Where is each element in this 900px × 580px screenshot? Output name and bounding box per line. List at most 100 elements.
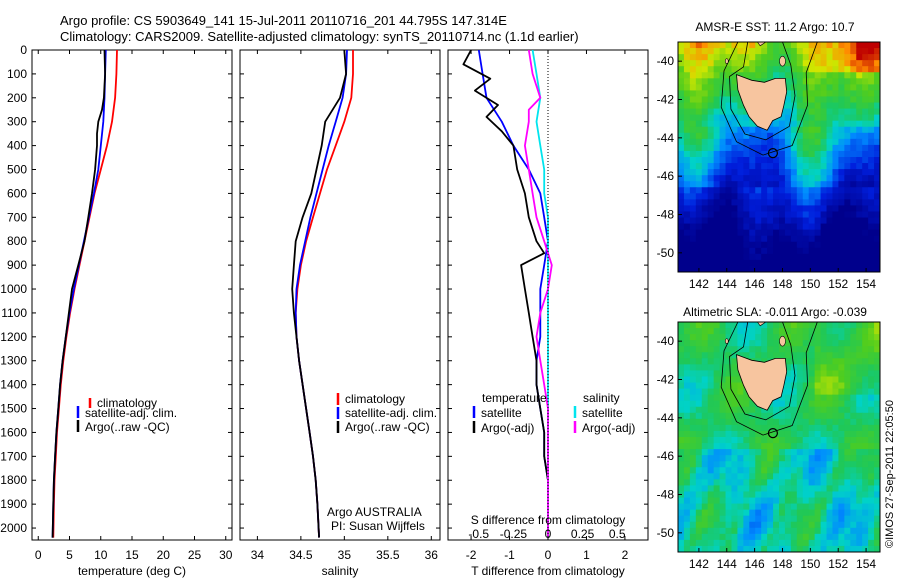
- map-cell: [737, 66, 744, 73]
- map-cell: [856, 84, 863, 92]
- map-cell: [802, 358, 810, 365]
- map-cell: [826, 42, 834, 49]
- map-cell: [814, 443, 822, 450]
- map-cell: [874, 467, 880, 474]
- map-cell: [683, 388, 691, 396]
- map-cell: [784, 473, 792, 480]
- map-cell: [808, 108, 816, 116]
- map-cell: [868, 48, 875, 55]
- map-cell: [725, 449, 733, 456]
- map-cell: [695, 247, 703, 255]
- map-cell: [820, 328, 828, 335]
- map-cell: [838, 96, 845, 104]
- map-cell: [683, 72, 691, 79]
- map-cell: [701, 503, 709, 511]
- map-cell: [737, 382, 744, 390]
- map-cell: [743, 66, 750, 73]
- map-cell: [683, 144, 691, 152]
- map-cell: [862, 521, 869, 529]
- map-cell: [820, 437, 828, 444]
- map-cell: [701, 199, 709, 207]
- map-cell: [784, 265, 792, 272]
- map-cell: [874, 163, 880, 170]
- map-cell: [832, 199, 840, 207]
- map-cell: [773, 539, 780, 547]
- map-cell: [796, 449, 804, 456]
- map-cell: [838, 322, 845, 329]
- map-cell: [796, 193, 804, 200]
- map-cell: [826, 533, 834, 541]
- map-cell: [701, 126, 709, 134]
- map-cell: [844, 352, 851, 359]
- map-cell: [767, 491, 774, 499]
- map-cell: [838, 443, 845, 450]
- map-cell: [683, 132, 691, 140]
- map-cell: [689, 229, 697, 237]
- map-cell: [707, 412, 715, 420]
- map-cell: [773, 479, 780, 487]
- map-cell: [719, 467, 727, 474]
- map-cell: [695, 497, 703, 505]
- map-cell: [856, 102, 863, 110]
- map-cell: [695, 157, 703, 164]
- map-cell: [838, 211, 845, 219]
- map-cell: [862, 144, 869, 152]
- map-cell: [731, 84, 739, 92]
- map-cell: [844, 120, 851, 128]
- map-cell: [713, 102, 721, 110]
- map-cell: [773, 412, 780, 420]
- map-cell: [844, 48, 851, 55]
- map-cell: [838, 376, 845, 384]
- map-cell: [701, 449, 709, 456]
- map-cell: [695, 187, 703, 194]
- map-cell: [868, 455, 875, 462]
- map-cell: [701, 223, 709, 231]
- map-cell: [737, 322, 744, 329]
- map-cell: [802, 346, 810, 353]
- map-cell: [862, 437, 869, 444]
- map-cell: [701, 144, 709, 152]
- map-cell: [761, 181, 768, 188]
- legend-s-argo-label: Argo(-adj): [582, 421, 635, 435]
- map-cell: [731, 521, 739, 529]
- map-cell: [814, 199, 822, 207]
- map-cell: [701, 265, 709, 272]
- map-cell: [695, 430, 703, 438]
- map-cell: [755, 328, 762, 335]
- map-cell: [767, 169, 774, 176]
- map-cell: [826, 126, 834, 134]
- map-cell: [856, 235, 863, 243]
- map-cell: [761, 334, 768, 341]
- map-cell: [755, 437, 762, 444]
- map-cell: [737, 527, 744, 535]
- map-cell: [678, 406, 685, 414]
- map-cell: [832, 217, 840, 225]
- map-cell: [790, 193, 798, 200]
- map-cell: [868, 126, 875, 134]
- map-cell: [802, 235, 810, 243]
- map-cell: [767, 66, 774, 73]
- map-cell: [743, 60, 750, 67]
- map-cell: [814, 340, 822, 347]
- map-cell: [850, 430, 857, 438]
- map-cell: [689, 90, 697, 98]
- map-cell: [689, 181, 697, 188]
- map-cell: [737, 211, 744, 219]
- lat-tick-label: -40: [657, 54, 675, 68]
- map-cell: [689, 96, 697, 104]
- map-cell: [755, 265, 762, 272]
- map-cell: [796, 235, 804, 243]
- map-cell: [868, 120, 875, 128]
- map-cell: [731, 120, 739, 128]
- map-cell: [755, 334, 762, 341]
- legend-satellite-label: satellite-adj. clim.: [85, 406, 177, 420]
- legend-t-argo-label: Argo(-adj): [481, 421, 534, 435]
- map-cell: [767, 150, 774, 158]
- map-cell: [767, 509, 774, 517]
- map-cell: [701, 545, 709, 552]
- map-cell: [678, 181, 685, 188]
- map-cell: [808, 217, 816, 225]
- lat-tick-label: -50: [657, 526, 675, 540]
- map-cell: [678, 412, 685, 420]
- map-cell: [683, 515, 691, 523]
